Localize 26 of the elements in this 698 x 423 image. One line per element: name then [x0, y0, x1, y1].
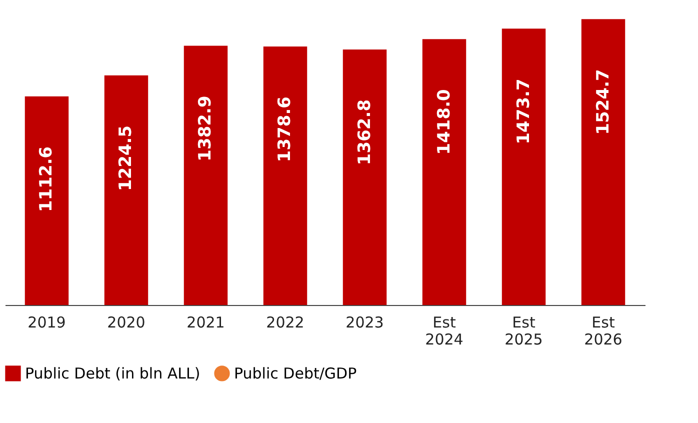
legend-label: Public Debt/GDP — [234, 364, 357, 382]
legend-label: Public Debt (in bln ALL) — [25, 364, 200, 382]
bar — [184, 46, 228, 305]
data-label: 1524.7 — [593, 69, 614, 135]
x-tick-label: 2021 — [186, 314, 225, 332]
data-label: 1112.6 — [36, 146, 57, 212]
x-tick-label: Est 2026 — [584, 314, 622, 348]
bar — [342, 49, 387, 305]
data-label: 1224.5 — [116, 125, 136, 192]
data-label: 1473.7 — [514, 78, 534, 144]
bar — [422, 39, 466, 305]
x-tick-label: 2019 — [28, 314, 66, 332]
bar — [263, 46, 308, 305]
x-tick-label: 2020 — [107, 314, 146, 332]
bar — [502, 28, 546, 305]
x-tick-label: Est 2024 — [425, 314, 464, 348]
data-label: 1362.8 — [354, 99, 375, 166]
bar — [24, 96, 69, 305]
x-tick-label: 2023 — [346, 314, 384, 332]
data-label: 1382.9 — [196, 96, 216, 162]
bar — [104, 75, 148, 305]
data-label: 1418.0 — [434, 88, 454, 155]
bar — [581, 19, 626, 305]
x-tick-label: 2022 — [266, 314, 304, 332]
data-label: 1378.6 — [275, 96, 296, 162]
x-tick-label: Est 2025 — [504, 314, 543, 348]
